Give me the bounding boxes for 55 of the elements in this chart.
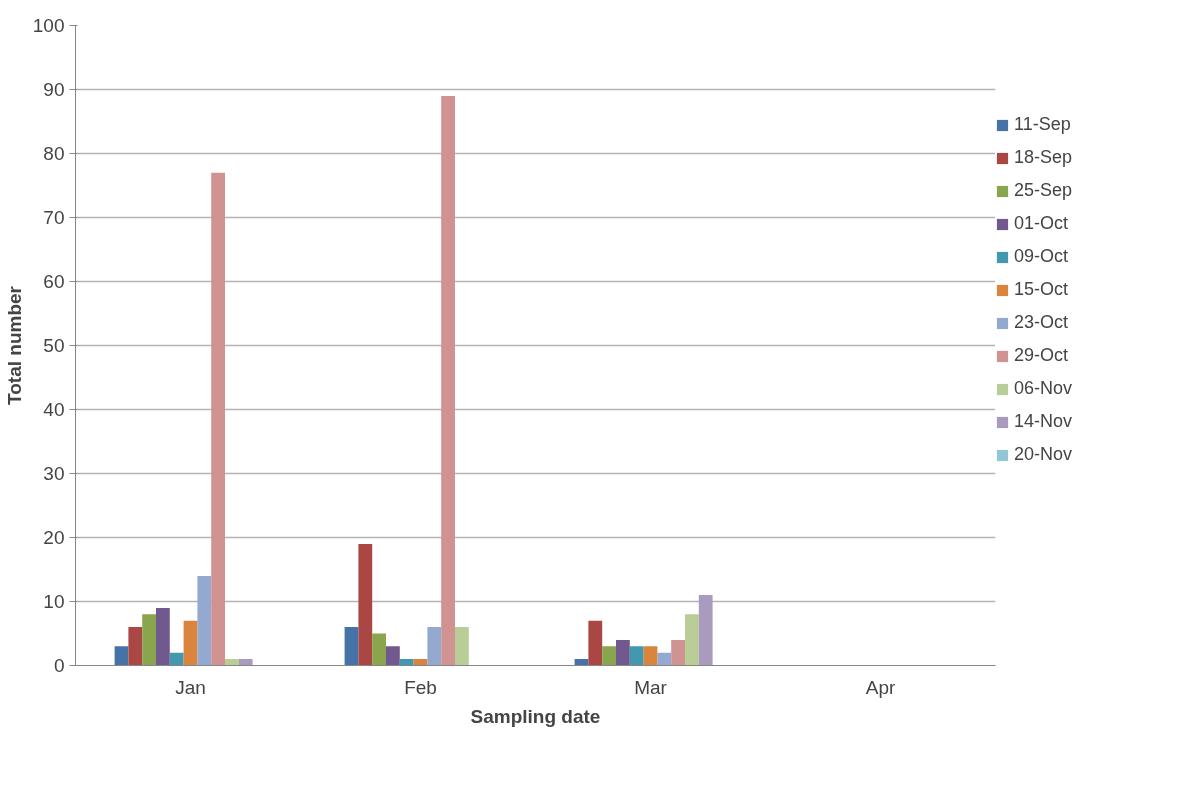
legend-label: 29-Oct — [1014, 345, 1069, 366]
bar — [156, 607, 170, 666]
y-tick-label: 40 — [43, 399, 65, 420]
legend-label: 09-Oct — [1014, 246, 1069, 267]
bar — [427, 627, 442, 666]
legend-label: 25-Sep — [1014, 180, 1073, 201]
bar — [114, 646, 129, 666]
bar — [643, 646, 658, 666]
bar — [455, 627, 469, 666]
y-tick-label: 60 — [43, 271, 65, 292]
legend-label: 23-Oct — [1014, 312, 1069, 333]
y-axis-title: Total number — [3, 285, 25, 405]
x-tick-label: Apr — [865, 676, 896, 698]
bar — [344, 627, 359, 666]
bar — [588, 620, 603, 666]
bar — [169, 652, 184, 666]
bar — [211, 172, 225, 666]
bar — [698, 595, 713, 666]
bar — [616, 639, 630, 666]
legend-label: 15-Oct — [1014, 279, 1069, 300]
x-tick-label: Jan — [175, 676, 206, 698]
bar — [629, 646, 644, 666]
x-tick-label: Mar — [634, 676, 668, 698]
bar — [657, 652, 672, 666]
bar — [441, 95, 455, 666]
y-tick-label: 10 — [43, 591, 65, 612]
bar — [386, 646, 400, 666]
bar — [671, 639, 685, 666]
x-tick-label: Feb — [404, 676, 437, 698]
bar — [372, 633, 386, 666]
y-tick-label: 80 — [43, 143, 65, 164]
y-tick-label: 100 — [32, 15, 65, 36]
legend-label: 06-Nov — [1014, 378, 1073, 399]
bar — [399, 659, 414, 666]
legend-label: 18-Sep — [1014, 147, 1073, 168]
y-tick-label: 90 — [43, 79, 65, 100]
legend-label: 20-Nov — [1014, 444, 1073, 465]
y-tick-label: 20 — [43, 527, 65, 548]
bar — [197, 575, 212, 666]
bar — [128, 627, 143, 666]
legend-label: 01-Oct — [1014, 213, 1069, 234]
y-tick-label: 50 — [43, 335, 65, 356]
y-tick-label: 30 — [43, 463, 65, 484]
bar — [685, 614, 699, 666]
y-tick-label: 0 — [53, 655, 65, 676]
bar — [358, 543, 373, 666]
y-tick-label: 70 — [43, 207, 65, 228]
legend-label: 14-Nov — [1014, 411, 1073, 432]
bar — [142, 614, 156, 666]
x-axis-title: Sampling date — [470, 705, 601, 727]
bar — [602, 646, 616, 666]
bar — [183, 620, 198, 666]
bar — [238, 659, 253, 666]
bar — [225, 659, 239, 666]
legend-label: 11-Sep — [1014, 114, 1071, 135]
